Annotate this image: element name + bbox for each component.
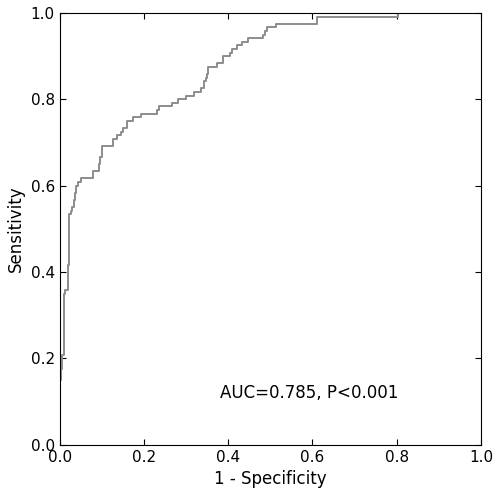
Y-axis label: Sensitivity: Sensitivity	[7, 186, 25, 272]
Text: AUC=0.785, P<0.001: AUC=0.785, P<0.001	[220, 384, 398, 402]
X-axis label: 1 - Specificity: 1 - Specificity	[214, 470, 326, 488]
